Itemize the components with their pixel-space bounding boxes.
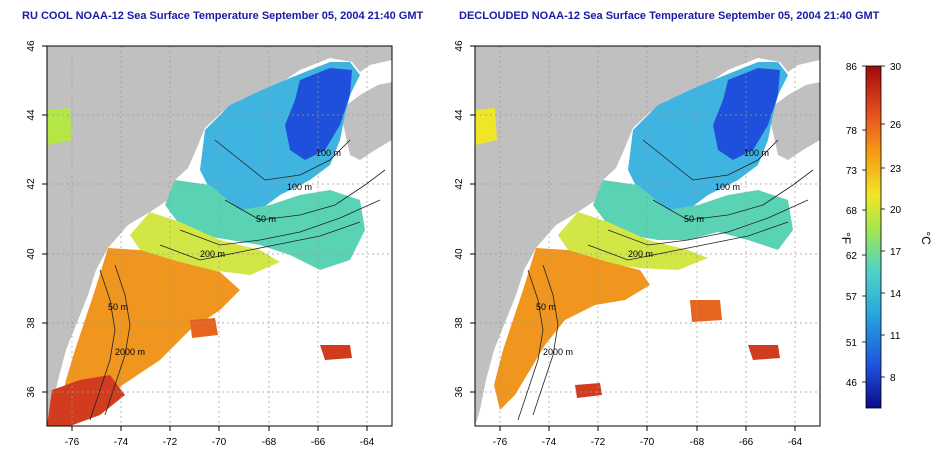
x-tick-left-5: -66	[311, 437, 326, 448]
sst-patch-east	[320, 345, 352, 360]
x-tick-right-1: -74	[542, 437, 557, 448]
nova-scotia-left	[340, 82, 392, 160]
land-mass-left	[47, 46, 392, 426]
sst-patch-green-west	[47, 108, 72, 145]
x-tick-left-0: -76	[65, 437, 80, 448]
y-tick-right-3: 40	[454, 248, 465, 260]
contours-left	[89, 139, 386, 421]
cb-f-tick-2: 73	[846, 166, 858, 177]
contour-label-50m-a: 50 m	[256, 214, 276, 224]
cb-c-tick-2: 23	[890, 164, 902, 175]
cb-f-tick-4: 62	[846, 251, 858, 262]
land-mass-right	[475, 46, 820, 426]
cb-c-tick-4: 17	[890, 247, 902, 258]
sst-patch-east-r	[748, 345, 780, 360]
x-tick-right-3: -70	[640, 437, 655, 448]
sst-region-deep-blue	[285, 68, 352, 160]
contour-label-200m: 200 m	[200, 249, 225, 259]
x-tick-left-2: -72	[163, 437, 178, 448]
contour-label-2000m-r: 2000 m	[543, 347, 573, 357]
y-tick-right-1: 44	[454, 109, 465, 121]
y-tick-left-3: 40	[26, 248, 37, 260]
sst-region-yellow-r	[558, 212, 708, 270]
y-tick-left-2: 42	[26, 178, 37, 190]
ticks-left	[42, 45, 368, 431]
sst-region-shelf-green	[165, 180, 365, 270]
y-tick-right-4: 38	[454, 317, 465, 329]
x-tick-left-3: -70	[212, 437, 227, 448]
x-tick-right-4: -68	[690, 437, 705, 448]
x-tick-left-1: -74	[114, 437, 129, 448]
cb-f-label: °F	[839, 232, 853, 244]
contour-label-100m-a: 100 m	[316, 148, 341, 158]
contours-right	[517, 139, 814, 421]
contour-label-50m-b: 50 m	[108, 302, 128, 312]
contour-label-50m-a-r: 50 m	[684, 214, 704, 224]
contour-label-100m-b: 100 m	[287, 182, 312, 192]
nova-scotia-right	[768, 82, 820, 160]
ticks-right	[470, 45, 796, 431]
cb-f-tick-0: 86	[846, 62, 858, 73]
contour-label-200m-r: 200 m	[628, 249, 653, 259]
cb-f-tick-5: 57	[846, 292, 858, 303]
x-tick-right-5: -66	[739, 437, 754, 448]
map-left: 100 m 100 m 50 m 200 m 50 m 2000 m -76 -…	[26, 40, 393, 448]
cb-f-tick-3: 68	[846, 206, 858, 217]
y-tick-left-1: 44	[26, 109, 37, 121]
sst-patch-mid	[190, 318, 218, 338]
grid-right	[475, 46, 820, 426]
y-tick-left-0: 46	[26, 40, 37, 52]
cb-c-tick-7: 8	[890, 373, 896, 384]
cb-c-tick-5: 14	[890, 289, 902, 300]
colorbar: 86 78 73 68 62 57 51 46 30 26 23 20 17 1…	[839, 62, 933, 409]
x-tick-right-2: -72	[591, 437, 606, 448]
sst-patch-green-west-r	[475, 108, 497, 145]
cb-c-label: °C	[919, 231, 933, 245]
map-title-right: DECLOUDED NOAA-12 Sea Surface Temperatur…	[459, 10, 880, 22]
colorbar-gradient	[865, 65, 882, 409]
cb-f-tick-1: 78	[846, 126, 858, 137]
contour-label-100m-a-r: 100 m	[744, 148, 769, 158]
sst-region-orange-r	[494, 248, 650, 410]
sst-patch-red-r	[575, 383, 602, 398]
contour-label-50m-b-r: 50 m	[536, 302, 556, 312]
sst-region-deep-blue-r	[713, 68, 780, 160]
cb-f-tick-7: 46	[846, 378, 858, 389]
y-tick-left-4: 38	[26, 317, 37, 329]
sst-region-red	[47, 375, 125, 426]
sst-patch-orange-r	[690, 300, 722, 322]
map-title-left: RU COOL NOAA-12 Sea Surface Temperature …	[22, 10, 424, 22]
y-tick-right-2: 42	[454, 178, 465, 190]
cb-f-tick-6: 51	[846, 338, 858, 349]
contour-label-100m-b-r: 100 m	[715, 182, 740, 192]
y-tick-left-5: 36	[26, 386, 37, 398]
cb-c-tick-0: 30	[890, 62, 902, 73]
cb-c-tick-1: 26	[890, 120, 902, 131]
contour-label-2000m: 2000 m	[115, 347, 145, 357]
cb-c-tick-3: 20	[890, 205, 902, 216]
sst-region-shelf-green-r	[593, 180, 793, 250]
y-tick-right-5: 36	[454, 386, 465, 398]
x-tick-left-6: -64	[360, 437, 375, 448]
x-tick-right-6: -64	[788, 437, 803, 448]
cb-c-tick-6: 11	[890, 331, 901, 342]
map-right: 100 m 100 m 50 m 200 m 50 m 2000 m -76 -…	[454, 40, 821, 448]
x-tick-right-0: -76	[493, 437, 508, 448]
y-tick-right-0: 46	[454, 40, 465, 52]
x-tick-left-4: -68	[262, 437, 277, 448]
